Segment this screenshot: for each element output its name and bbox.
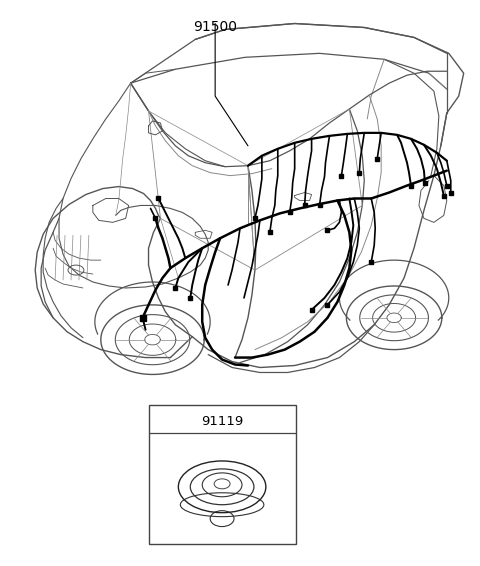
Bar: [148, 405, 296, 544]
Text: 91500: 91500: [193, 20, 237, 33]
Text: 91119: 91119: [201, 415, 243, 428]
